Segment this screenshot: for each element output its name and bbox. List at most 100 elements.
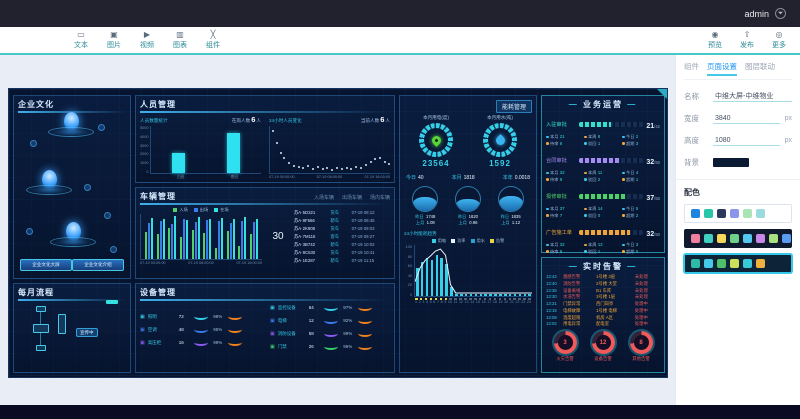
palette-swatch[interactable] [743, 234, 752, 243]
settings-tab[interactable]: 图层联动 [745, 62, 775, 71]
settings-tab[interactable]: 组件 [684, 62, 699, 71]
settings-tab[interactable]: 页面设置 [707, 61, 737, 76]
gauge-value: 8 [639, 339, 643, 346]
toolbar-action-button[interactable]: ◉ 预览 [706, 30, 724, 50]
bottom-strip [0, 405, 800, 419]
palette-row[interactable] [684, 254, 792, 273]
panel-alerts[interactable]: 实时告警 13:42 烟感告警 1号楼 3层 未处理 13:40 消防告警 2号… [541, 257, 665, 373]
palette-swatch[interactable] [782, 234, 791, 243]
alarm-marker [439, 298, 443, 300]
device-icon: ▣ [270, 304, 275, 311]
toolbar-tool-button[interactable]: ▥ 图表 [171, 30, 189, 50]
y-tick: 80 [407, 254, 412, 259]
toolbar-tool-button[interactable]: ▭ 文本 [72, 30, 90, 50]
toolbar-tool-button[interactable]: ╳ 组件 [204, 30, 222, 50]
bar [425, 258, 429, 296]
device-count: 16 [178, 340, 184, 345]
user-name[interactable]: admin [744, 8, 769, 19]
alarm-marker [483, 298, 487, 300]
height-field-label: 高度 [684, 136, 699, 145]
bullet-icon [622, 135, 625, 138]
action-icon: ◎ [775, 30, 783, 39]
toolbar-action-button[interactable]: ⇧ 发布 [738, 30, 756, 50]
y-tick: 20 [407, 283, 412, 288]
palette-swatch[interactable] [717, 209, 726, 218]
gauge-value: 3 [563, 339, 567, 346]
stat-value: 0 [635, 248, 639, 254]
palette-swatch[interactable] [704, 209, 713, 218]
alert-time: 13:02 [546, 321, 557, 327]
palette-swatch[interactable] [756, 234, 765, 243]
toolbar-tool-button[interactable]: ▣ 图片 [105, 30, 123, 50]
width-input[interactable] [713, 113, 780, 124]
background-color-swatch[interactable] [713, 158, 749, 167]
time-cell: 07-19 10:41 [351, 250, 375, 255]
x-tick: 5 [429, 300, 432, 304]
palette-swatch[interactable] [743, 259, 752, 268]
type-cell: 轿车 [330, 258, 340, 263]
palette-swatch[interactable] [691, 259, 700, 268]
panel-personnel[interactable]: 人员管理 人员数量统计 在岗人数6人 5000 4000 3000 2000 1000 0 [135, 95, 395, 183]
table-row: 苏A·3B742 轿车 07-19 10:02 [294, 242, 390, 248]
panel-enterprise-culture[interactable]: 企业文化 企业文化大屏 企业文化介绍 [13, 95, 131, 279]
palette-swatch[interactable] [756, 209, 765, 218]
panel-devices[interactable]: 设备管理 ▣ 照明 72 98% ▣ 空调 [135, 283, 395, 373]
palette-swatch[interactable] [691, 209, 700, 218]
stat-value: 12 [597, 242, 603, 247]
bar [420, 262, 424, 296]
device-icon: ▣ [270, 343, 275, 350]
palette-swatch[interactable] [730, 259, 739, 268]
palette-row[interactable] [684, 229, 792, 248]
palette-row[interactable] [684, 204, 792, 223]
palette-swatch[interactable] [743, 209, 752, 218]
stat-key: 今日 [626, 242, 635, 247]
name-input[interactable] [713, 91, 792, 102]
height-input[interactable] [713, 135, 780, 146]
palette-swatch[interactable] [756, 259, 765, 268]
action-label: 预览 [708, 42, 722, 49]
stat-key: 驳回 [588, 212, 597, 218]
device-row: ▣ 监控设备 64 97% [270, 304, 390, 311]
toolbar-action-button[interactable]: ◎ 更多 [770, 30, 788, 50]
panel-vehicle[interactable]: 车辆管理 入场车辆 出场车辆 场内车辆 入场 出场 在场 [135, 187, 395, 279]
width-unit: px [784, 115, 792, 122]
energy-stats: 今日 40 本月 1818 本年 0.0018 [406, 174, 530, 181]
panel-energy[interactable]: 能耗管理 本月用电(度) 23564 本月用水(吨) 1592 今日 40 本月 1… [399, 95, 537, 373]
alert-name: 温度超限 [563, 314, 581, 320]
dashboard-canvas[interactable]: 企业文化 企业文化大屏 企业文化介绍 每月流程 宣传中 [8, 88, 668, 378]
device-warn-arc [357, 317, 372, 324]
bar-group [191, 214, 200, 259]
satellite-node [104, 212, 111, 219]
palette-swatch[interactable] [717, 234, 726, 243]
chart-caption: 人员数量统计 [140, 118, 168, 123]
x-tick: 14 [470, 300, 475, 304]
combo-plot [414, 245, 532, 297]
vehicle-tab[interactable]: 入场车辆 [313, 195, 334, 201]
culture-left-button[interactable]: 企业文化大屏 [20, 259, 72, 271]
alert-time: 13:15 [546, 307, 557, 313]
palette-swatch[interactable] [704, 234, 713, 243]
palette-swatch[interactable] [691, 234, 700, 243]
vehicle-tab[interactable]: 出场车辆 [341, 195, 362, 201]
scatter-plot [269, 126, 390, 174]
panel-monthly-flow[interactable]: 每月流程 宣传中 [13, 283, 131, 373]
title-underline [140, 299, 390, 301]
palette-swatch[interactable] [717, 259, 726, 268]
palette-swatch[interactable] [769, 234, 778, 243]
toolbar-tool-button[interactable]: ▶ 视频 [138, 30, 156, 50]
palette-swatch[interactable] [730, 209, 739, 218]
vehicle-tab[interactable]: 场内车辆 [369, 195, 390, 201]
height-field-row: 高度 px [684, 135, 792, 146]
legend-swatch [470, 239, 475, 243]
user-avatar-icon[interactable]: ⏷ [775, 8, 786, 19]
bar [523, 294, 527, 296]
type-cell: 货车 [330, 226, 340, 231]
legend-label: 在场 [220, 207, 229, 212]
culture-right-button[interactable]: 企业文化介绍 [72, 259, 124, 271]
palette-swatch[interactable] [704, 259, 713, 268]
alert-name: 门禁异常 [563, 301, 581, 307]
palette-swatch[interactable] [730, 234, 739, 243]
stat-value: 9 [559, 176, 563, 182]
stat-value: 1 [597, 140, 601, 146]
